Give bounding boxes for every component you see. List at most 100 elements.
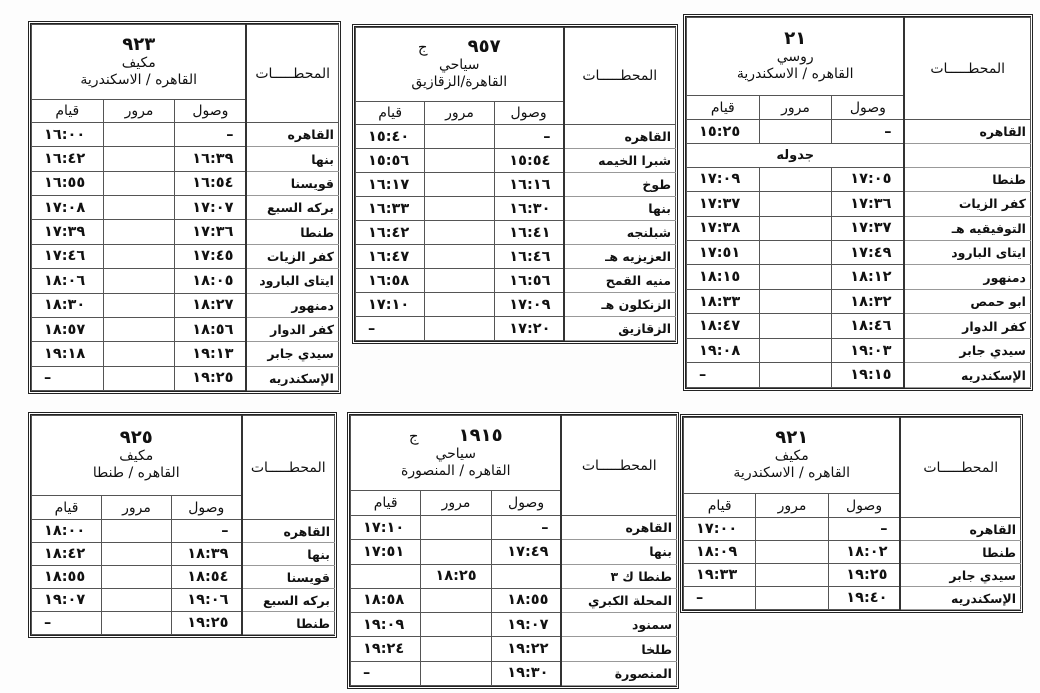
departure-time: ١٨:٥٥ [31,565,102,589]
station-name: ايتاى البارود [903,239,1031,266]
table-row: طوخ ١٦:١٦ ١٦:١٧ [354,172,676,197]
station-name: سيدي جابر [899,563,1021,587]
departure-time: – [682,586,757,610]
table-row: الإسكندريه ١٩:١٥ – [686,362,1031,388]
pass-time [758,239,833,266]
station-name: كفر الزيات [903,191,1031,217]
table-row: كفر الزيات ١٧:٣٦ ١٧:٣٧ [686,191,1031,217]
arrival-header: وصول [171,495,242,520]
pass-time [758,215,833,241]
station-name: القاهره [903,118,1031,145]
pass-time [102,292,176,318]
pass-time [102,341,176,367]
arrival-time: ١٨:١٢ [831,264,905,290]
train-title: ٩٢١ مكيف القاهره / الاسكندرية [683,417,901,494]
pass-time [420,636,492,662]
station-name: العزيزيه هـ [562,244,676,269]
arrival-time: ١٩:٢٥ [171,611,242,635]
arrival-time: ١٦:٤٦ [493,244,565,269]
arrival-time: – [171,519,242,543]
pass-time [420,587,492,614]
station-name: بركه السبع [245,195,339,221]
station-name: بنها [240,542,335,566]
arrival-time: ١٧:٢٠ [493,316,565,341]
arrival-header: وصول [831,95,905,120]
arrival-time: ١٩:٣٠ [490,660,562,687]
pass-time [420,612,492,638]
train-title: ٢١ روسي القاهره / الاسكندرية [686,17,905,96]
train-number: ٩٢١ [775,427,809,448]
table-row: سيدي جابر ١٩:١٣ ١٩:١٨ [31,341,339,367]
pass-time [424,220,495,245]
train-type: مكيف [121,54,156,71]
pass-time [758,191,833,217]
departure-time: – [686,362,760,388]
pass-time [755,517,829,541]
train-suffix: ج [408,426,419,445]
departure-time: ١٨:١٥ [686,264,760,290]
train-type: مكيف [774,448,809,464]
station-name: شبرا الخيمه [562,148,676,173]
station-name: دمنهور [245,292,339,318]
table-row: طنطا ١٧:٣٦ ١٧:٣٩ [31,219,339,245]
station-name: الزقازيق [562,316,676,341]
arrival-time: ١٩:٠٣ [831,337,905,364]
pass-time [101,519,172,543]
arrival-time: ١٩:١٣ [174,341,247,367]
pass-time [758,264,833,290]
arrival-time: ١٨:٥٦ [174,316,247,343]
pass-time [424,292,495,317]
station-name: سمنود [560,612,677,638]
train-type: مكيف [119,448,154,464]
departure-time: ١٦:٥٨ [354,268,426,293]
departure-time: ١٨:٠٩ [682,540,757,564]
departure-time: ١٧:٣٧ [686,191,760,217]
table-row: بركه السبع ١٩:٠٦ ١٩:٠٧ [31,588,335,612]
arrival-time: ١٧:٤٩ [490,539,562,565]
departure-time: ١٧:٥١ [349,539,422,565]
train-route: القاهره / طنطا [92,465,180,481]
station-name: ايتاى البارود [245,268,339,294]
pass-time [101,542,172,566]
station-name: طنطا [899,540,1021,564]
arrival-header: وصول [493,101,565,125]
pass-header: مرور [101,495,172,520]
station-name: بنها [560,539,677,565]
pass-time [102,243,176,270]
station-name: طنطا [245,219,339,245]
arrival-time: ١٧:٣٧ [831,215,905,241]
train-route: القاهره / الاسكندرية [80,71,198,88]
timetable-t921: المحطـــــات ٩٢١ مكيف القاهره / الاسكندرية و… [680,414,1023,613]
station-name: التوفيقيه هـ [903,215,1031,241]
table-row: القاهره – ١٦:٠٠ [31,121,339,148]
departure-time: – [354,316,426,341]
table-row: بنها ١٧:٤٩ ١٧:٥١ [349,539,677,565]
departure-time: ١٩:٠٨ [686,337,760,364]
station-name: الإسكندريه [903,362,1031,388]
departure-time: ١٩:٠٩ [349,612,422,638]
arrival-time: ١٩:٤٠ [827,586,901,610]
pass-time [420,539,492,565]
pass-time [102,316,176,343]
departure-time: – [31,611,102,635]
table-row: شبلنجه ١٦:٤١ ١٦:٤٢ [354,220,676,245]
table-row: كفر الدوار ١٨:٤٦ ١٨:٤٧ [686,313,1031,339]
timetable-t21: المحطـــــات ٢١ روسي القاهره / الاسكندرية وص… [683,14,1033,391]
station-name: منيه القمح [562,268,676,293]
departure-time: ١٨:٥٨ [349,587,422,614]
pass-time [101,565,172,589]
pass-time: ١٨:٢٥ [420,563,492,589]
departure-time: ١٨:٠٠ [31,519,102,543]
departure-time: ١٦:٣٣ [354,196,426,221]
departure-header: قيام [682,493,757,518]
departure-header: قيام [31,99,104,123]
departure-time: ١٧:٠٩ [686,166,760,193]
station-name: كفر الدوار [245,316,339,343]
table-row: الزنكلون هـ ١٧:٠٩ ١٧:١٠ [354,292,676,317]
pass-header: مرور [758,95,833,120]
pass-time [420,514,492,541]
station-name: المنصورة [560,660,677,687]
train-number: ٢١ [784,28,807,49]
departure-time: ١٦:٤٢ [354,220,426,245]
arrival-time: ١٨:٣٢ [831,288,905,315]
